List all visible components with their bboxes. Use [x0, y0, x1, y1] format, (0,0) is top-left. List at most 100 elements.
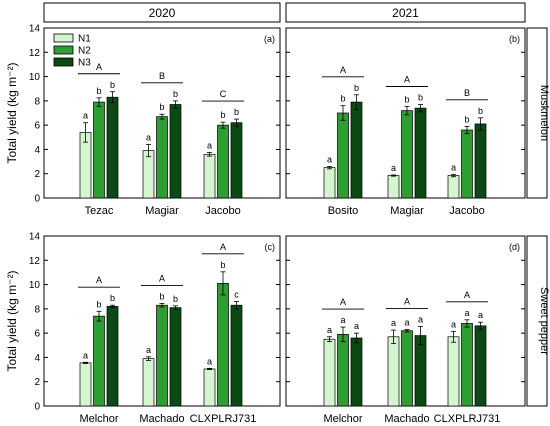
group-letter: A [96, 62, 102, 72]
y-tick-label: 14 [29, 232, 41, 243]
sig-letter: b [110, 293, 115, 303]
sig-letter: b [159, 102, 164, 112]
bar-n2-tezac [93, 101, 105, 199]
y-tick-label: 10 [29, 72, 41, 83]
row-label-box-muskmelon [526, 27, 548, 199]
y-tick-label: 14 [29, 24, 41, 35]
bar-n1-machado [387, 336, 400, 407]
group-letter: A [340, 297, 346, 307]
bar-n1-magiar [142, 150, 155, 199]
legend-swatch-n2 [53, 45, 74, 55]
x-tick-label: Machado [139, 413, 184, 425]
sig-letter: a [464, 308, 469, 318]
bar-n3-machado [414, 335, 427, 407]
panel-label: (a) [264, 34, 275, 44]
bar-n1-magiar [387, 175, 400, 199]
bar-n3-clxplrj731 [474, 325, 487, 407]
y-tick-label: 0 [34, 194, 40, 205]
x-tick-label: Magiar [145, 205, 179, 217]
y-tick-label: 6 [34, 121, 40, 132]
sig-letter: a [146, 133, 151, 143]
legend-label-n3: N3 [78, 58, 91, 69]
sig-letter: a [418, 314, 423, 324]
panel-label: (b) [509, 34, 520, 44]
sig-letter: a [404, 318, 409, 328]
bar-n3-magiar [169, 104, 182, 199]
sig-letter: a [83, 111, 88, 121]
sig-letter: b [478, 106, 483, 116]
sig-letter: a [207, 140, 212, 150]
legend: N1 N2 N3 [53, 33, 91, 69]
y-tick-label: 4 [34, 353, 40, 364]
col-header-2020: 2020 [149, 6, 176, 20]
sig-letter: a [207, 356, 212, 366]
x-tick-label: Jacobo [449, 205, 484, 217]
y-tick-label: 12 [29, 48, 41, 59]
group-letter: B [464, 88, 470, 98]
sig-letter: a [478, 310, 483, 320]
sig-letter: b [159, 291, 164, 301]
sig-letter: a [451, 319, 456, 329]
sig-letter: b [173, 294, 178, 304]
sig-letter: b [173, 89, 178, 99]
panel-label: (c) [265, 242, 276, 252]
y-tick-label: 0 [34, 402, 40, 413]
y-tick-label: 12 [29, 256, 41, 267]
sig-letter: b [96, 299, 101, 309]
sig-letter: b [110, 80, 115, 90]
row-label-muskmelon: Muskmelon [538, 85, 550, 141]
y-tick-label: 2 [34, 169, 40, 180]
bar-n2-clxplrj731 [217, 283, 229, 407]
bar-n3-tezac [106, 96, 119, 199]
sig-letter: b [418, 93, 423, 103]
sig-letter: a [340, 315, 345, 325]
legend-label-n2: N2 [78, 46, 91, 57]
panel-label: (d) [509, 242, 520, 252]
x-tick-label: Jacobo [205, 205, 240, 217]
bar-n2-magiar [156, 116, 168, 199]
bar-n1-jacobo [203, 153, 216, 199]
legend-label-n1: N1 [78, 34, 91, 45]
group-letter: B [159, 71, 165, 81]
bar-n1-melchor [323, 338, 336, 407]
col-header-2021: 2021 [392, 6, 419, 20]
bar-n3-magiar [414, 107, 427, 199]
bar-n3-clxplrj731 [230, 304, 243, 407]
sig-letter: a [354, 321, 359, 331]
group-letter: A [464, 290, 470, 300]
sig-letter: a [451, 162, 456, 172]
bar-n2-melchor [337, 334, 349, 407]
bar-n2-magiar [401, 110, 413, 199]
bar-n2-machado [401, 330, 413, 407]
group-letter: A [404, 296, 410, 306]
y-tick-label: 8 [34, 96, 40, 107]
bar-n2-melchor [93, 315, 105, 407]
bar-n3-jacobo [474, 123, 487, 199]
sig-letter: b [220, 260, 225, 270]
bar-n3-melchor [106, 306, 119, 407]
y-tick-label: 8 [34, 304, 40, 315]
bar-n2-jacobo [217, 124, 229, 199]
x-tick-label: Bosito [328, 205, 359, 217]
group-letter: A [340, 65, 346, 75]
sig-letter: b [404, 94, 409, 104]
y-tick-label: 10 [29, 280, 41, 291]
bar-n1-bosito [323, 167, 336, 199]
bar-n3-melchor [350, 337, 363, 407]
bar-n1-clxplrj731 [203, 368, 216, 407]
group-letter: A [404, 75, 410, 85]
legend-swatch-n1 [53, 33, 74, 43]
bar-n2-jacobo [461, 129, 473, 199]
sig-letter: b [354, 83, 359, 93]
sig-letter: a [391, 318, 396, 328]
y-tick-label: 6 [34, 329, 40, 340]
bar-n1-jacobo [447, 175, 460, 199]
sig-letter: a [327, 325, 332, 335]
x-tick-label: Magiar [390, 205, 424, 217]
bar-n3-machado [169, 307, 182, 407]
